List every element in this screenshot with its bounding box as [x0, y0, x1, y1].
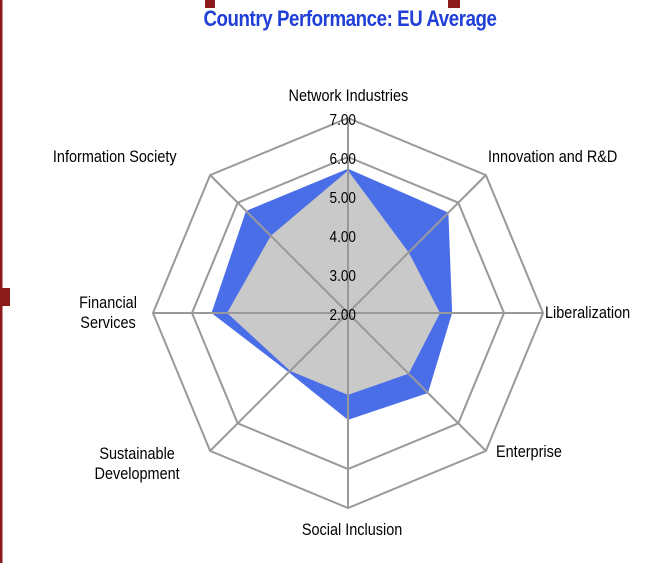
frame-tab [0, 288, 10, 306]
category-label: Information Society [52, 147, 177, 166]
tick-label: 7.00 [330, 112, 356, 129]
tick-label: 2.00 [330, 307, 356, 324]
tick-label: 5.00 [330, 190, 356, 207]
category-label: Enterprise [496, 442, 562, 461]
category-label: Network Industries [288, 86, 408, 105]
axis-spoke [209, 312, 349, 452]
chart-title: Country Performance: EU Average [203, 6, 497, 31]
tick-label: 6.00 [330, 151, 356, 168]
tick-label: 3.00 [330, 268, 356, 285]
frame-tab [448, 0, 460, 8]
category-label: Innovation and R&D [488, 147, 618, 166]
frame-tab [205, 0, 215, 8]
category-label: Financial Services [79, 293, 137, 332]
tick-label: 4.00 [330, 229, 356, 246]
category-label: Liberalization [545, 303, 631, 322]
axis-spoke [347, 174, 487, 314]
series-area [227, 170, 441, 395]
category-label: Sustainable Development [94, 444, 180, 483]
category-label: Social Inclusion [301, 520, 403, 539]
axis-spoke [347, 312, 487, 452]
axis-spoke [209, 174, 349, 314]
